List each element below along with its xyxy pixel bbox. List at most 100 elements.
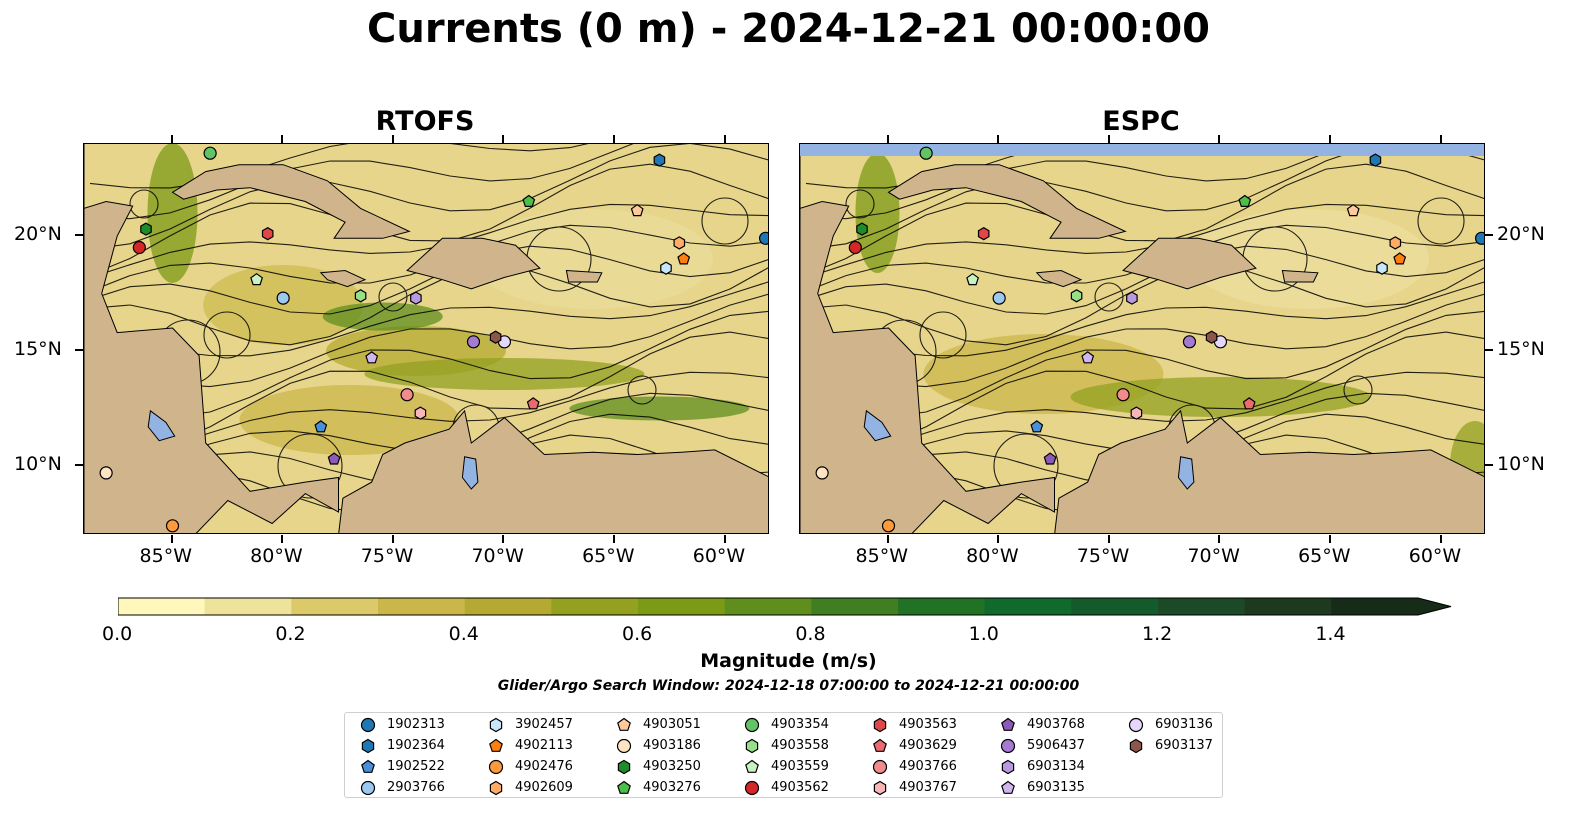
float-marker-4903767	[414, 406, 427, 420]
x-tick-label: 80°W	[966, 545, 1019, 567]
legend-label: 4903558	[771, 738, 829, 753]
float-marker-4903354	[919, 146, 933, 160]
float-marker-4903768	[327, 452, 341, 465]
float-marker-6903135	[1081, 351, 1095, 364]
colorbar-outline	[117, 597, 1452, 616]
legend-marker	[489, 738, 503, 752]
legend-marker-icon	[361, 759, 375, 773]
legend-label: 4903051	[643, 717, 701, 732]
float-marker-4903559	[966, 272, 980, 286]
legend-marker-icon	[745, 759, 759, 773]
legend-marker	[745, 759, 759, 773]
float-marker-4903354	[203, 146, 217, 160]
y-tick-label: 20°N	[1497, 223, 1545, 245]
x-tick	[723, 135, 726, 143]
legend-marker	[745, 738, 759, 754]
colorbar-tick-label: 1.2	[1142, 623, 1173, 645]
colorbar-segment	[811, 598, 899, 615]
colorbar-segment	[1158, 598, 1246, 615]
x-tick	[502, 535, 505, 543]
legend-marker-icon	[745, 738, 759, 754]
x-tick-label: 75°W	[1076, 545, 1130, 567]
float-marker-4902476	[881, 519, 896, 533]
colorbar-label: Magnitude (m/s)	[700, 650, 877, 672]
colorbar-segment	[291, 598, 379, 615]
float-marker-1902313	[758, 231, 768, 245]
legend-label: 4902476	[515, 759, 573, 774]
legend-marker-icon	[1000, 738, 1016, 754]
legend-marker-icon	[617, 780, 631, 794]
legend-marker-icon	[1129, 738, 1143, 754]
y-tick	[1485, 464, 1493, 466]
float-marker-4903563	[977, 227, 990, 241]
colorbar-segment	[898, 598, 986, 615]
legend-marker	[873, 717, 887, 733]
x-tick-label: 85°W	[855, 545, 908, 567]
legend-marker-icon	[488, 759, 504, 775]
legend-label: 4903354	[771, 717, 829, 732]
x-tick-label: 70°W	[1187, 545, 1240, 567]
legend-marker-icon	[873, 717, 887, 733]
float-marker-6903135	[365, 351, 379, 364]
float-marker-4903559	[250, 272, 264, 286]
float-marker-4903186	[99, 466, 113, 480]
map-canvas	[800, 144, 1484, 533]
colorbar-tick-label: 1.0	[968, 623, 999, 645]
legend-label: 6903135	[1027, 780, 1085, 795]
x-tick-label: 65°W	[582, 545, 635, 567]
legend-marker-icon	[360, 780, 376, 796]
legend-label: 1902522	[387, 759, 445, 774]
x-tick	[613, 135, 616, 143]
colorbar-tick-label: 0.6	[622, 623, 653, 645]
x-tick-label: 60°W	[1408, 545, 1462, 567]
x-tick	[391, 135, 394, 143]
y-tick	[75, 234, 83, 236]
panel-title-espc: ESPC	[1102, 106, 1180, 137]
legend-marker-icon	[617, 759, 631, 775]
float-marker-4902609	[673, 236, 686, 250]
float-marker-4902113	[1393, 252, 1407, 265]
legend: 1902313 1902364 1902522 2903766 3902457 49021…	[344, 712, 1223, 798]
x-tick-label: 60°W	[692, 545, 746, 567]
float-marker-4903250	[856, 222, 868, 236]
search-window-text: Glider/Argo Search Window: 2024-12-18 07…	[497, 678, 1080, 694]
colorbar-segment	[724, 598, 812, 615]
legend-marker	[489, 717, 503, 733]
legend-marker	[1001, 717, 1015, 731]
float-marker-1902364	[653, 153, 666, 167]
float-marker-4903766	[400, 388, 414, 402]
legend-marker	[361, 738, 375, 754]
float-marker-4903051	[630, 203, 644, 217]
float-marker-3902457	[660, 261, 672, 275]
float-marker-5906437	[466, 335, 481, 349]
x-tick	[170, 135, 173, 143]
float-marker-4903766	[1116, 388, 1130, 402]
y-tick	[1485, 349, 1493, 351]
colorbar-tick-label: 0.0	[102, 623, 133, 645]
float-marker-4903276	[1238, 194, 1252, 208]
x-tick	[1218, 535, 1221, 543]
figure-title: Currents (0 m) - 2024-12-21 00:00:00	[367, 6, 1210, 52]
float-marker-2903766	[276, 291, 290, 305]
colorbar-segment	[551, 598, 639, 615]
legend-marker-icon	[489, 780, 503, 796]
legend-marker-icon	[360, 717, 376, 733]
float-marker-6903137	[1205, 330, 1218, 344]
legend-marker	[489, 780, 503, 796]
float-marker-4903558	[354, 289, 367, 303]
legend-label: 3902457	[515, 717, 573, 732]
float-marker-4903051	[1346, 203, 1360, 217]
legend-label: 6903136	[1155, 717, 1213, 732]
x-tick	[1218, 135, 1221, 143]
float-marker-1902522	[1030, 420, 1044, 433]
x-tick	[1329, 535, 1332, 543]
x-tick	[613, 535, 616, 543]
float-marker-4903562	[848, 240, 862, 255]
legend-marker-icon	[872, 759, 888, 775]
legend-label: 4902113	[515, 738, 573, 753]
colorbar-segment	[984, 598, 1072, 615]
float-marker-4903629	[1242, 397, 1256, 410]
legend-marker	[1001, 759, 1015, 775]
colorbar-extend-arrow	[1418, 598, 1451, 615]
x-tick	[281, 535, 284, 543]
